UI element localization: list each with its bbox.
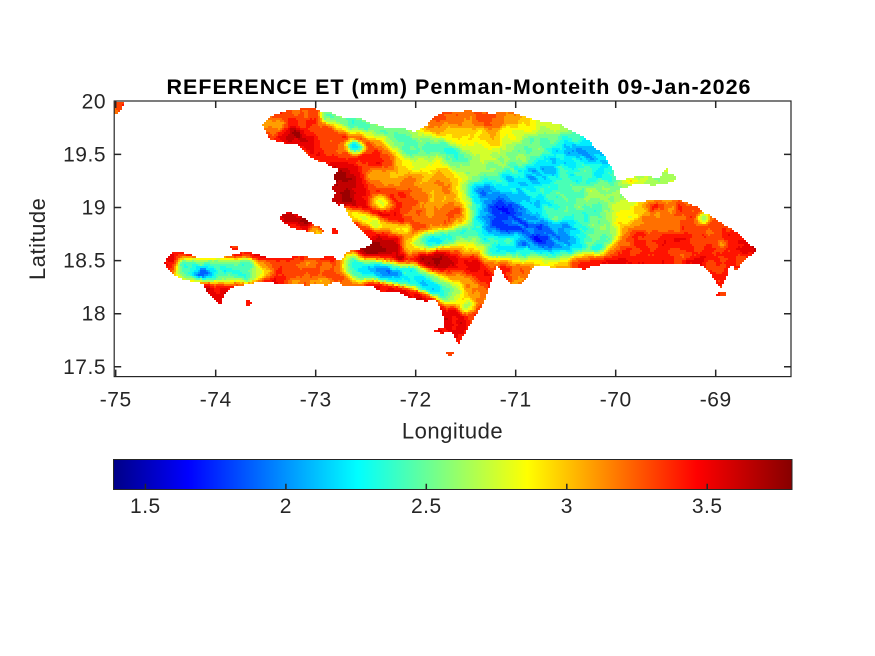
svg-text:17.5: 17.5 [63,356,106,379]
svg-text:-75: -75 [100,389,132,412]
svg-text:-72: -72 [400,389,432,412]
svg-text:-71: -71 [500,389,532,412]
svg-text:REFERENCE ET (mm) Penman-Monte: REFERENCE ET (mm) Penman-Monteith 09-Jan… [167,75,752,99]
svg-text:-73: -73 [300,389,332,412]
svg-text:19.5: 19.5 [63,143,106,166]
svg-text:-69: -69 [700,389,732,412]
svg-text:3: 3 [561,495,573,518]
svg-text:Latitude: Latitude [25,198,50,280]
svg-text:1.5: 1.5 [130,495,161,518]
svg-text:2.5: 2.5 [411,495,442,518]
svg-text:18.5: 18.5 [63,250,106,273]
svg-text:2: 2 [280,495,292,518]
svg-text:20: 20 [82,91,106,114]
svg-text:-74: -74 [200,389,232,412]
svg-text:-70: -70 [600,389,632,412]
svg-text:Longitude: Longitude [402,419,503,444]
svg-text:3.5: 3.5 [692,495,723,518]
svg-text:18: 18 [82,303,106,326]
svg-text:19: 19 [82,197,106,220]
